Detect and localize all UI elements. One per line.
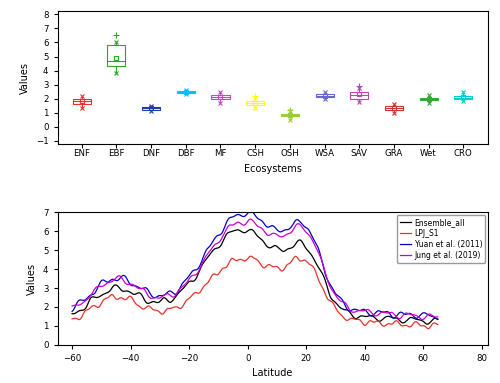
LPJ_S1 [425, 326, 431, 331]
Legend: Ensemble_all, LPJ_S1, Yuan et al. (2011), Jung et al. (2019): Ensemble_all, LPJ_S1, Yuan et al. (2011)… [397, 215, 485, 263]
Bar [454, 96, 472, 100]
Jung et al. (2019) [245, 219, 251, 223]
Ensemble_all [245, 229, 251, 233]
Bar [281, 114, 299, 116]
Jung et al. (2019) [268, 232, 274, 237]
LPJ_S1 [435, 322, 441, 327]
Bar [177, 91, 195, 93]
Ensemble_all [424, 322, 430, 326]
Bar [108, 45, 126, 66]
Bar [73, 99, 91, 104]
Jung et al. (2019) [370, 312, 376, 316]
Line: LPJ_S1: LPJ_S1 [72, 256, 438, 329]
Jung et al. (2019) [435, 314, 441, 319]
Ensemble_all [248, 227, 254, 232]
Bar [385, 106, 403, 110]
Ensemble_all [288, 246, 294, 250]
LPJ_S1 [69, 317, 75, 321]
Line: Ensemble_all: Ensemble_all [72, 229, 438, 324]
LPJ_S1 [243, 258, 249, 263]
Bar [316, 95, 334, 97]
Jung et al. (2019) [288, 231, 294, 235]
Yuan et al. (2011) [370, 313, 376, 318]
LPJ_S1 [248, 254, 254, 259]
Ensemble_all [243, 230, 249, 235]
LPJ_S1 [245, 256, 251, 260]
Ensemble_all [370, 314, 376, 318]
LPJ_S1 [370, 319, 376, 324]
Yuan et al. (2011) [246, 210, 252, 215]
LPJ_S1 [288, 260, 294, 265]
Yuan et al. (2011) [435, 317, 441, 322]
X-axis label: Latitude: Latitude [252, 368, 292, 378]
Bar [142, 107, 160, 110]
X-axis label: Ecosystems: Ecosystems [244, 164, 302, 174]
Yuan et al. (2011) [69, 309, 75, 314]
Jung et al. (2019) [247, 217, 253, 221]
Bar [212, 95, 230, 100]
Ensemble_all [69, 311, 75, 316]
Yuan et al. (2011) [426, 313, 432, 318]
Jung et al. (2019) [428, 312, 434, 317]
Bar [350, 92, 368, 99]
Jung et al. (2019) [243, 222, 249, 226]
Y-axis label: Values: Values [20, 62, 30, 93]
Yuan et al. (2011) [243, 213, 249, 218]
Jung et al. (2019) [420, 318, 426, 322]
Yuan et al. (2011) [245, 211, 251, 215]
Jung et al. (2019) [69, 304, 75, 308]
Yuan et al. (2011) [268, 224, 274, 228]
LPJ_S1 [428, 324, 434, 329]
Ensemble_all [268, 246, 274, 250]
Ensemble_all [428, 320, 434, 324]
Yuan et al. (2011) [288, 226, 294, 230]
Bar [246, 101, 264, 105]
Line: Yuan et al. (2011): Yuan et al. (2011) [72, 213, 438, 319]
Ensemble_all [435, 317, 441, 321]
Bar [420, 98, 438, 100]
LPJ_S1 [268, 263, 274, 268]
Y-axis label: Values: Values [28, 263, 38, 295]
Line: Jung et al. (2019): Jung et al. (2019) [72, 219, 438, 320]
